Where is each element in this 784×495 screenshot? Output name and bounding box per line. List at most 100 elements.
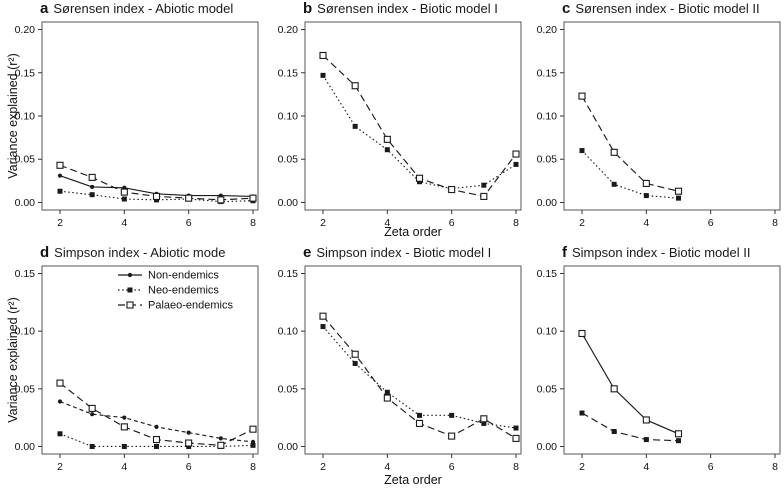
panel-d-plot: 0.00 0.05 0.10 0.15 2 4 6 8 Non-endemics Neo-ende… (15, 265, 259, 473)
marker-non-endemics (90, 412, 95, 417)
marker-palaeo-endemics (383, 394, 391, 402)
marker-non-endemics (57, 173, 63, 178)
marker-palaeo-endemics (642, 179, 650, 188)
marker-neo-endemics (89, 192, 95, 198)
panel-d-letter: d (40, 244, 50, 261)
panel-f-title-text: Simpson index - Biotic model II (572, 245, 751, 260)
marker-palaeo-endemics (674, 430, 683, 438)
marker-neo-endemics (611, 428, 617, 434)
marker-non-endemics (90, 184, 95, 190)
plot-box (563, 265, 781, 455)
marker-neo-endemics (121, 443, 127, 449)
x-tick-label: 4 (643, 461, 649, 473)
panel-c-letter: c (562, 0, 571, 17)
x-tick-label: 4 (643, 217, 649, 229)
marker-palaeo-endemics (610, 148, 618, 156)
marker-palaeo-endemics (383, 135, 391, 143)
y-tick-label: 0.00 (15, 441, 36, 453)
marker-neo-endemics (417, 412, 422, 418)
marker-neo-endemics (57, 188, 63, 194)
marker-palaeo-endemics (578, 92, 586, 100)
x-tick-label: 2 (320, 461, 326, 473)
series-line-neo-endemics (581, 150, 679, 199)
x-tick-label: 6 (708, 461, 714, 473)
plot-box (563, 21, 781, 211)
marker-neo-endemics (320, 72, 326, 78)
marker-neo-endemics (352, 360, 358, 366)
marker-neo-endemics (154, 443, 159, 449)
marker-palaeo-endemics (415, 419, 424, 427)
y-tick-label: 0.00 (15, 197, 36, 209)
series-line-neo-endemics (322, 75, 517, 190)
marker-neo-endemics (384, 389, 390, 395)
panel-e: e Simpson index - Biotic model I 0.00 0.05… (275, 240, 523, 495)
y-tick-label: 0.00 (537, 197, 558, 209)
x-tick-label: 2 (579, 461, 585, 473)
marker-palaeo-endemics (56, 379, 64, 387)
marker-palaeo-endemics (480, 415, 488, 423)
x-tick-label: 6 (708, 217, 714, 229)
y-tick-label: 0.20 (15, 24, 36, 36)
panel-a-title: a Sørensen index - Abiotic model (40, 0, 258, 18)
y-tick-label: 0.15 (537, 67, 558, 79)
x-tick-label: 6 (186, 461, 192, 473)
legend-marker-sample (127, 272, 133, 278)
x-tick-label: 6 (449, 217, 455, 229)
marker-palaeo-endemics (152, 436, 161, 444)
plot-box (41, 265, 259, 455)
plot-box (41, 21, 259, 211)
marker-palaeo-endemics (578, 329, 586, 338)
panel-f-letter: f (562, 244, 567, 261)
marker-neo-endemics (89, 443, 95, 449)
y-tick-label: 0.10 (537, 326, 558, 338)
marker-neo-endemics (579, 148, 585, 154)
marker-palaeo-endemics (319, 312, 327, 320)
panel-c: c Sørensen index - Biotic model II 0.00 0.… (534, 0, 782, 240)
panel-b-title: b Sørensen index - Biotic model I (303, 0, 521, 18)
marker-palaeo-endemics (415, 174, 424, 182)
y-tick-label: 0.00 (278, 197, 299, 209)
x-tick-label: 8 (250, 217, 256, 229)
marker-palaeo-endemics (512, 150, 520, 158)
marker-palaeo-endemics (185, 194, 193, 202)
marker-neo-endemics (449, 412, 455, 418)
marker-palaeo-endemics (351, 82, 359, 90)
y-tick-label: 0.00 (537, 441, 558, 453)
panel-a-letter: a (40, 0, 49, 17)
y-tick-label: 0.15 (278, 268, 299, 280)
marker-palaeo-endemics (88, 173, 96, 181)
panel-a: a Sørensen index - Abiotic model 0.00 0.05… (12, 0, 260, 240)
y-tick-label: 0.05 (15, 383, 36, 395)
y-tick-label: 0.05 (278, 383, 299, 395)
panel-a-title-text: Sørensen index - Abiotic model (53, 1, 234, 16)
marker-palaeo-endemics (351, 350, 359, 358)
x-axis-label-row1: Zeta order (384, 225, 442, 239)
panel-e-plot: 0.00 0.05 0.10 0.15 2 4 6 8 (278, 265, 522, 473)
panel-f-plot: 0.00 0.05 0.10 0.15 2 4 6 8 (537, 265, 781, 473)
x-tick-label: 6 (449, 461, 455, 473)
y-tick-label: 0.10 (537, 111, 558, 123)
x-tick-label: 2 (57, 217, 63, 229)
series-line-palaeo-endemics (581, 333, 679, 435)
marker-neo-endemics (121, 196, 127, 202)
marker-palaeo-endemics (217, 196, 225, 204)
marker-palaeo-endemics (120, 188, 128, 196)
marker-non-endemics (57, 399, 63, 404)
x-tick-label: 2 (320, 217, 326, 229)
marker-neo-endemics (579, 410, 585, 416)
marker-neo-endemics (643, 193, 649, 199)
marker-palaeo-endemics (512, 434, 520, 442)
panel-e-title: e Simpson index - Biotic model I (303, 244, 521, 262)
panel-f: f Simpson index - Biotic model II 0.00 0.0… (534, 240, 782, 495)
y-tick-label: 0.15 (15, 67, 36, 79)
series-line-palaeo-endemics (581, 95, 679, 192)
panel-d-title-text: Simpson index - Abiotic mode (54, 245, 226, 260)
marker-neo-endemics (481, 420, 487, 426)
marker-palaeo-endemics (217, 441, 225, 449)
legend-item-label: Palaeo-endemics (148, 300, 233, 312)
marker-non-endemics (186, 430, 191, 435)
y-tick-label: 0.10 (278, 326, 299, 338)
x-tick-label: 6 (186, 217, 192, 229)
marker-palaeo-endemics (249, 194, 257, 202)
